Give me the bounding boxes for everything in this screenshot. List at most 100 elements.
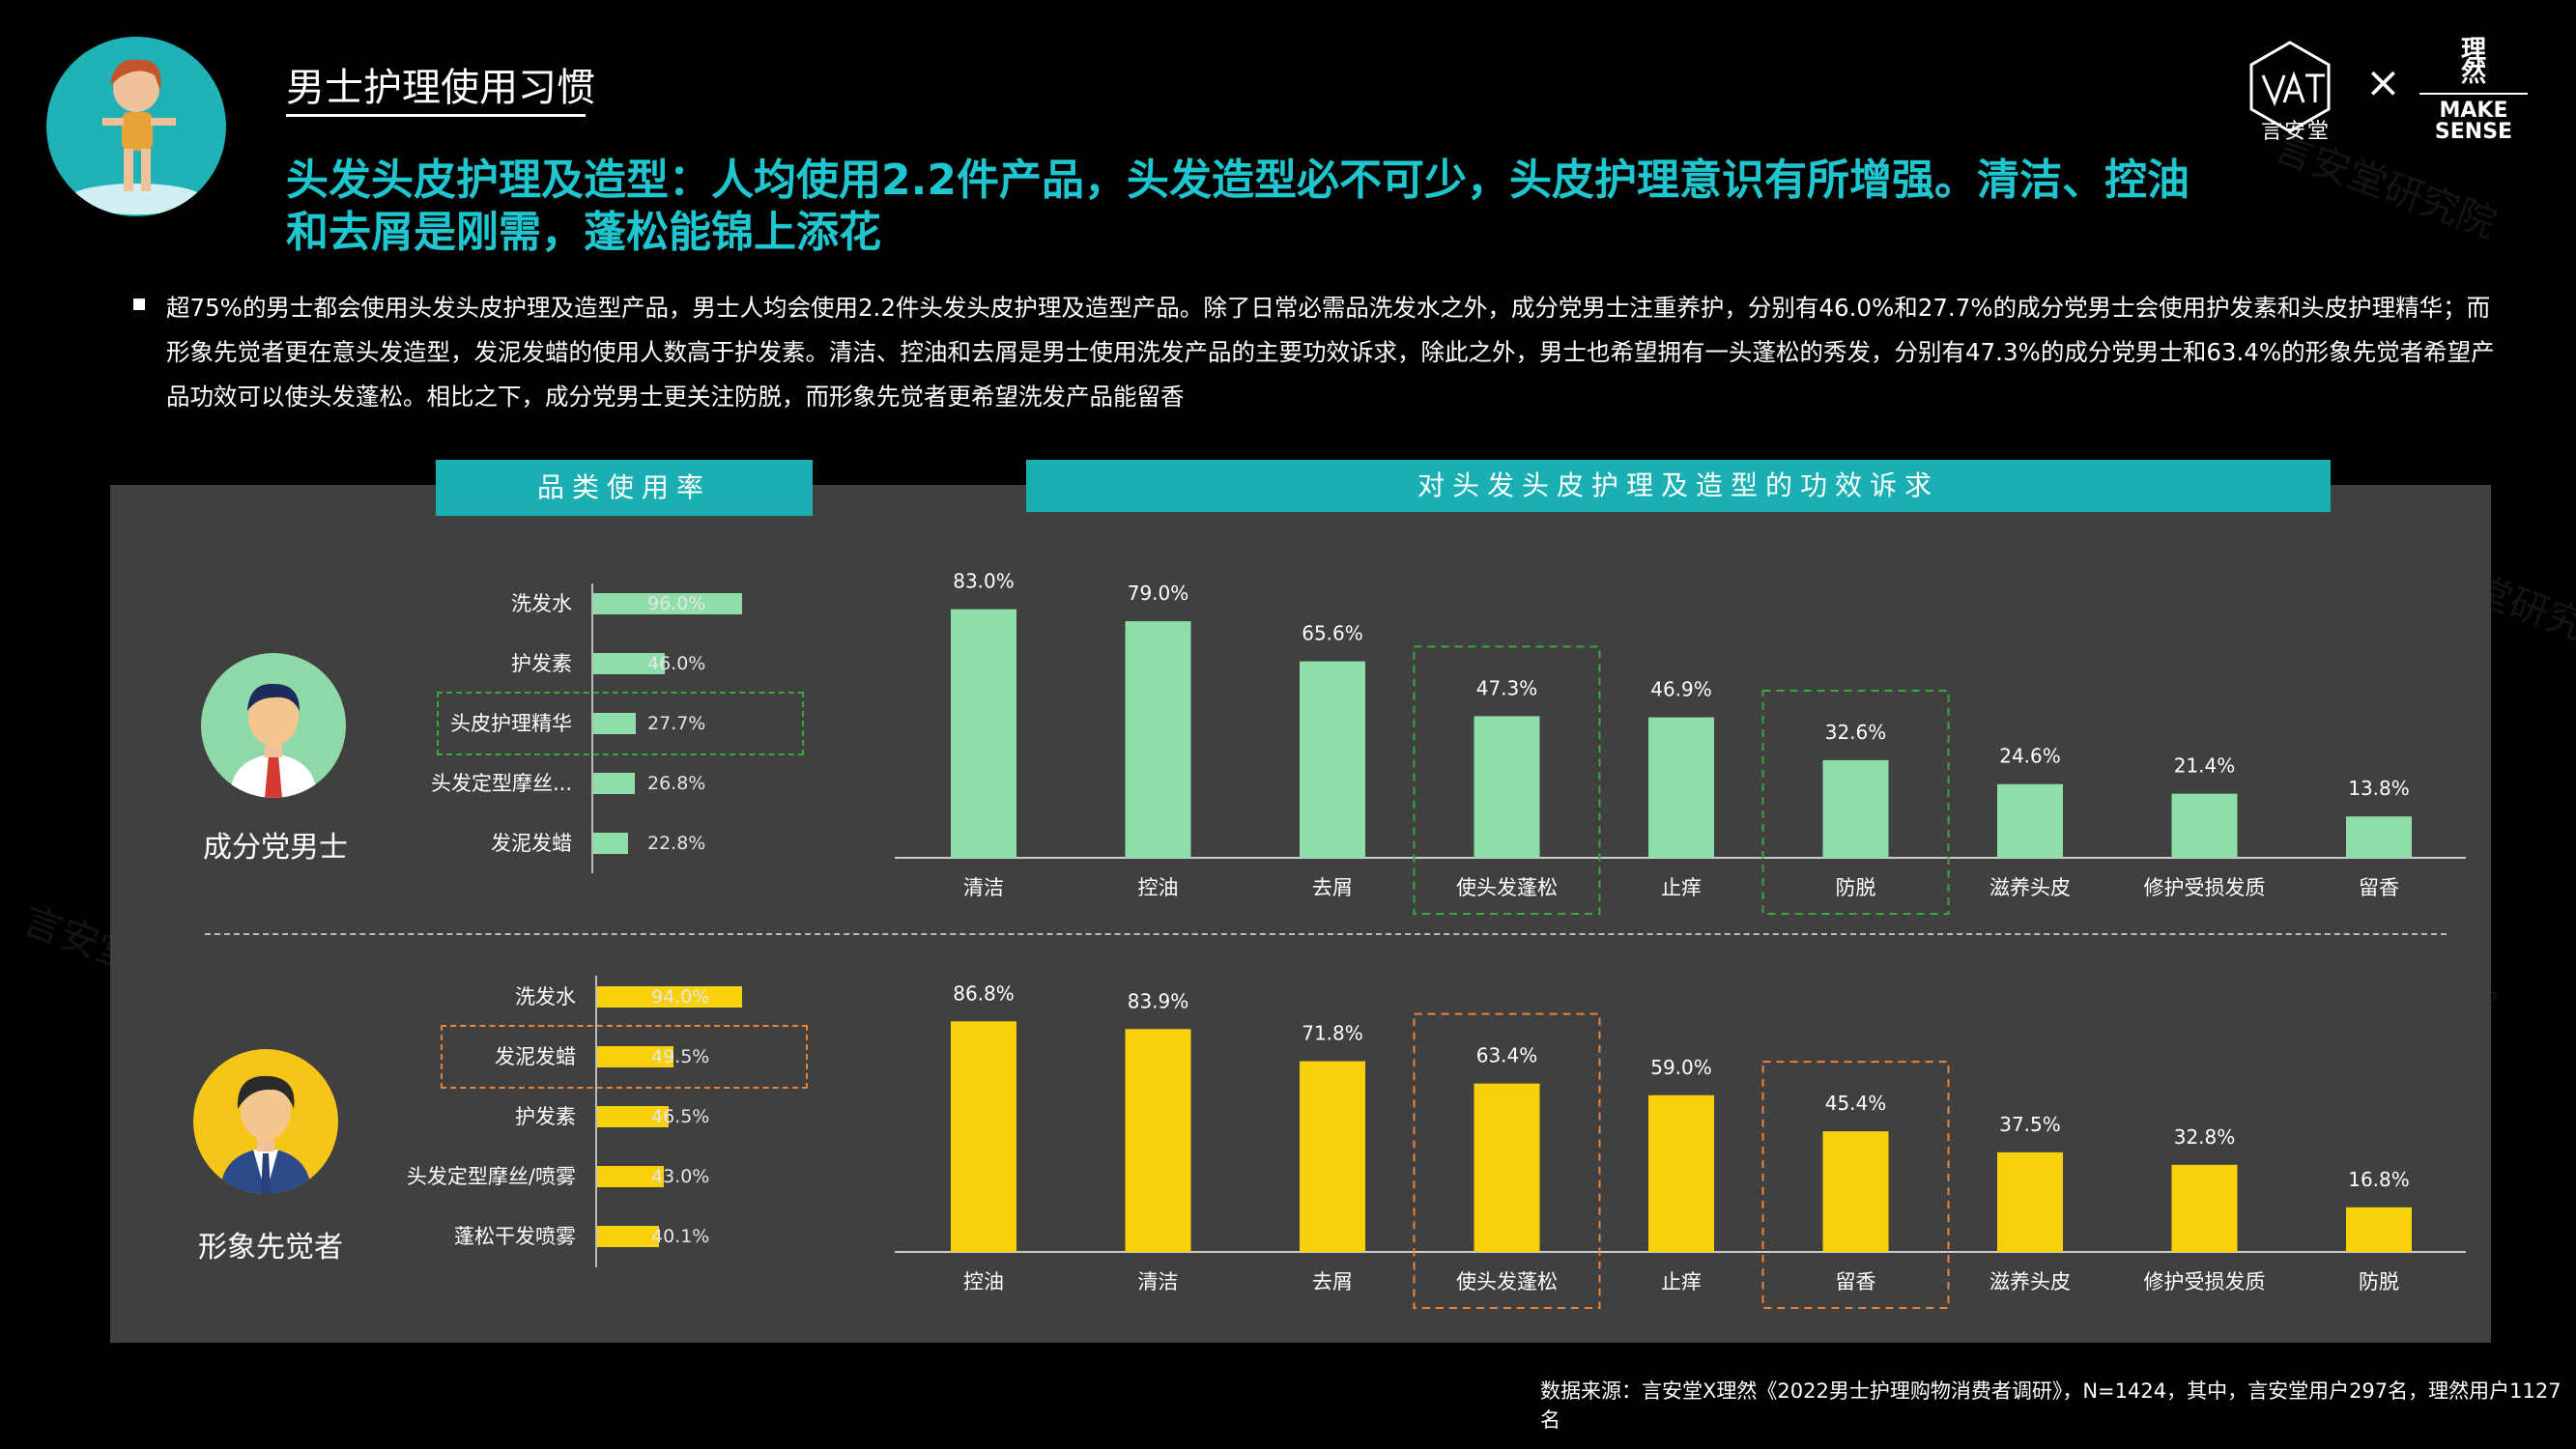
efficacy-chart-image-conscious: 86.8% 控油 83.9% 清洁 71.8% 去屑 63.4% 使头发蓬松 59.0% 止痒 45… xyxy=(895,981,2466,1310)
efficacy-category-label: 修护受损发质 xyxy=(2144,1270,2266,1293)
usage-value-label: 22.8% xyxy=(647,833,706,854)
efficacy-bar xyxy=(1125,1029,1191,1252)
efficacy-bar xyxy=(1997,783,2063,858)
efficacy-demand-header: 对头发头皮护理及造型的功效诉求 xyxy=(1026,460,2331,512)
efficacy-bar xyxy=(1997,1151,2063,1252)
ingredient-man-avatar-icon xyxy=(201,653,346,798)
summary-text: 超75%的男士都会使用头发头皮护理及造型产品，男士人均会使用2.2件头发头皮护理… xyxy=(166,294,2495,411)
usage-value-label: 94.0% xyxy=(651,986,710,1008)
efficacy-bar xyxy=(1300,661,1365,858)
efficacy-value-label: 32.6% xyxy=(1825,721,1887,744)
efficacy-bar xyxy=(2171,1164,2238,1252)
efficacy-value-label: 83.9% xyxy=(1128,989,1189,1012)
usage-bar xyxy=(593,773,635,794)
usage-bar xyxy=(593,713,637,734)
usage-value-label: 26.8% xyxy=(647,773,706,794)
efficacy-value-label: 45.4% xyxy=(1825,1092,1887,1115)
usage-category-label: 发泥发蜡 xyxy=(491,832,572,855)
highlight-box xyxy=(1413,1012,1601,1310)
efficacy-category-label: 修护受损发质 xyxy=(2144,876,2266,899)
usage-category-label: 护发素 xyxy=(515,1105,576,1128)
usage-bar xyxy=(597,1106,670,1127)
efficacy-category-label: 留香 xyxy=(2359,876,2399,899)
efficacy-bar xyxy=(951,609,1016,858)
usage-category-label: 蓬松干发喷雾 xyxy=(454,1225,576,1248)
efficacy-category-label: 控油 xyxy=(963,1270,1004,1293)
summary-bullet xyxy=(133,298,145,310)
usage-bar xyxy=(593,593,742,614)
efficacy-category-label: 防脱 xyxy=(1836,876,1876,899)
efficacy-bar xyxy=(951,1021,1016,1252)
section-title: 男士护理使用习惯 xyxy=(286,66,595,110)
makesense-logo-en: MAKE SENSE xyxy=(2434,99,2513,144)
logo-divider xyxy=(2419,93,2528,95)
usage-value-label: 46.0% xyxy=(647,653,706,674)
efficacy-bar xyxy=(1822,1131,1889,1252)
usage-bar xyxy=(597,986,743,1008)
usage-bar xyxy=(597,1226,660,1247)
highlight-box xyxy=(437,692,804,755)
efficacy-value-label: 63.4% xyxy=(1476,1044,1538,1067)
efficacy-bar xyxy=(1648,1094,1714,1252)
efficacy-category-label: 防脱 xyxy=(2359,1270,2399,1293)
data-source-note: 数据来源：言安堂X理然《2022男士护理购物消费者调研》，N=1424，其中，言… xyxy=(1540,1379,2562,1432)
efficacy-category-label: 使头发蓬松 xyxy=(1456,1270,1558,1293)
makesense-logo: 理 然 MAKE SENSE xyxy=(2416,36,2532,144)
efficacy-category-label: 止痒 xyxy=(1661,1270,1702,1293)
highlight-box xyxy=(1761,689,1950,915)
efficacy-category-label: 去屑 xyxy=(1312,1270,1353,1293)
efficacy-bar xyxy=(1474,1083,1540,1252)
efficacy-value-label: 79.0% xyxy=(1128,582,1189,605)
efficacy-value-label: 71.8% xyxy=(1302,1022,1363,1045)
efficacy-value-label: 86.8% xyxy=(953,981,1015,1005)
efficacy-value-label: 59.0% xyxy=(1650,1056,1712,1079)
group-divider xyxy=(205,933,2447,935)
usage-rate-header: 品类使用率 xyxy=(436,460,813,516)
surfer-mascot-avatar xyxy=(46,37,226,216)
efficacy-value-label: 32.8% xyxy=(2174,1125,2236,1149)
usage-value-label: 40.1% xyxy=(651,1226,710,1247)
usage-bar xyxy=(597,1046,674,1067)
logo-separator: × xyxy=(2365,58,2401,107)
efficacy-bar xyxy=(2346,816,2412,858)
usage-axis xyxy=(595,976,597,1267)
usage-axis xyxy=(591,583,593,873)
efficacy-bar xyxy=(1474,716,1540,858)
efficacy-category-label: 去屑 xyxy=(1312,876,1353,899)
highlight-box xyxy=(441,1025,808,1089)
usage-value-label: 96.0% xyxy=(647,593,706,614)
usage-category-label: 头发定型摩丝/喷雾 xyxy=(406,1165,576,1188)
usage-category-label: 头发定型摩丝... xyxy=(430,772,572,795)
usage-bar xyxy=(593,833,629,854)
efficacy-value-label: 83.0% xyxy=(953,570,1015,593)
usage-value-label: 49.5% xyxy=(651,1046,710,1067)
efficacy-value-label: 37.5% xyxy=(1999,1113,2061,1136)
makesense-logo-cn: 理 然 xyxy=(2460,36,2486,88)
title-underline xyxy=(286,114,586,117)
efficacy-category-label: 使头发蓬松 xyxy=(1456,876,1558,899)
usage-category-label: 护发素 xyxy=(511,652,572,675)
usage-category-label: 洗发水 xyxy=(515,985,576,1009)
efficacy-category-label: 清洁 xyxy=(1138,1270,1179,1293)
image-conscious-man-avatar-icon xyxy=(193,1049,338,1194)
efficacy-category-label: 止痒 xyxy=(1661,876,1702,899)
efficacy-category-label: 留香 xyxy=(1836,1270,1876,1293)
persona-label-image-conscious: 形象先觉者 xyxy=(198,1231,343,1264)
usage-bar xyxy=(597,1166,664,1187)
usage-category-label: 发泥发蜡 xyxy=(495,1045,576,1068)
efficacy-value-label: 16.8% xyxy=(2348,1168,2410,1191)
yat-logo-text: 言安堂 xyxy=(2260,120,2331,144)
efficacy-category-label: 控油 xyxy=(1138,876,1179,899)
usage-value-label: 46.5% xyxy=(651,1106,710,1127)
usage-value-label: 27.7% xyxy=(647,713,706,734)
efficacy-category-label: 清洁 xyxy=(963,876,1004,899)
efficacy-value-label: 46.9% xyxy=(1650,678,1712,701)
usage-category-label: 头皮护理精华 xyxy=(450,712,572,735)
efficacy-category-label: 滋养头皮 xyxy=(1989,1270,2071,1293)
efficacy-bar xyxy=(1648,717,1714,858)
headline: 头发头皮护理及造型：人均使用2.2件产品，头发造型必不可少，头皮护理意识有所增强… xyxy=(286,156,2190,257)
usage-value-label: 43.0% xyxy=(651,1166,710,1187)
persona-label-ingredient-man: 成分党男士 xyxy=(203,831,348,865)
efficacy-value-label: 24.6% xyxy=(1999,745,2061,768)
efficacy-bar xyxy=(1822,759,1889,858)
